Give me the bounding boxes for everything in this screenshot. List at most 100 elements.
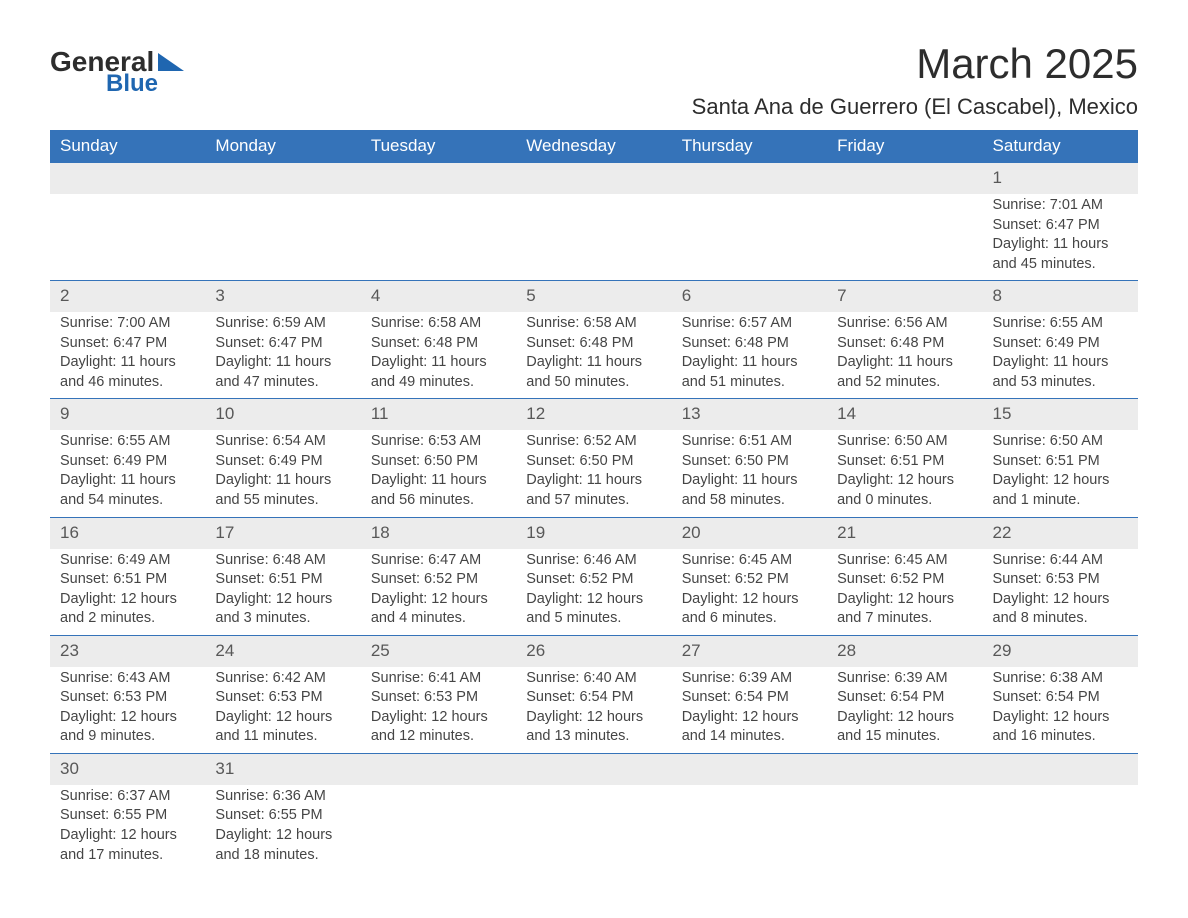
logo-triangle-icon: [158, 53, 184, 71]
day-data-cell: Sunrise: 6:42 AMSunset: 6:53 PMDaylight:…: [205, 667, 360, 754]
daylight1-text: Daylight: 11 hours: [682, 353, 817, 373]
day-number-cell: 20: [672, 517, 827, 548]
sunset-text: Sunset: 6:47 PM: [215, 334, 350, 354]
weekday-header: Wednesday: [516, 130, 671, 163]
day-number-cell: 23: [50, 635, 205, 666]
sunrise-text: Sunrise: 6:59 AM: [215, 314, 350, 334]
sunrise-text: Sunrise: 6:38 AM: [993, 669, 1128, 689]
daylight1-text: Daylight: 12 hours: [215, 708, 350, 728]
day-data-cell: Sunrise: 6:57 AMSunset: 6:48 PMDaylight:…: [672, 312, 827, 399]
sunrise-text: Sunrise: 6:52 AM: [526, 432, 661, 452]
sunrise-text: Sunrise: 6:40 AM: [526, 669, 661, 689]
daylight1-text: Daylight: 12 hours: [526, 708, 661, 728]
sunrise-text: Sunrise: 6:44 AM: [993, 551, 1128, 571]
sunrise-text: Sunrise: 6:45 AM: [682, 551, 817, 571]
sunrise-text: Sunrise: 6:47 AM: [371, 551, 506, 571]
day-data-cell: [516, 194, 671, 281]
day-number-cell: 6: [672, 281, 827, 312]
sunset-text: Sunset: 6:55 PM: [60, 806, 195, 826]
sunset-text: Sunset: 6:48 PM: [526, 334, 661, 354]
day-number-cell: 19: [516, 517, 671, 548]
weekday-header: Saturday: [983, 130, 1138, 163]
sunrise-text: Sunrise: 6:54 AM: [215, 432, 350, 452]
location-subtitle: Santa Ana de Guerrero (El Cascabel), Mex…: [692, 94, 1138, 120]
sunrise-text: Sunrise: 6:43 AM: [60, 669, 195, 689]
day-number-cell: 31: [205, 753, 360, 784]
weekday-header: Monday: [205, 130, 360, 163]
sunrise-text: Sunrise: 6:51 AM: [682, 432, 817, 452]
weekday-header-row: Sunday Monday Tuesday Wednesday Thursday…: [50, 130, 1138, 163]
day-data-cell: [983, 785, 1138, 871]
day-number-cell: 17: [205, 517, 360, 548]
daylight1-text: Daylight: 12 hours: [371, 590, 506, 610]
daynum-row: 2345678: [50, 281, 1138, 312]
day-data-cell: Sunrise: 6:51 AMSunset: 6:50 PMDaylight:…: [672, 430, 827, 517]
day-data-cell: [516, 785, 671, 871]
sunrise-text: Sunrise: 6:36 AM: [215, 787, 350, 807]
sunset-text: Sunset: 6:52 PM: [526, 570, 661, 590]
sunrise-text: Sunrise: 6:45 AM: [837, 551, 972, 571]
day-number-cell: 10: [205, 399, 360, 430]
sunset-text: Sunset: 6:48 PM: [837, 334, 972, 354]
daylight1-text: Daylight: 12 hours: [60, 826, 195, 846]
day-data-cell: Sunrise: 6:55 AMSunset: 6:49 PMDaylight:…: [50, 430, 205, 517]
daylight2-text: and 2 minutes.: [60, 609, 195, 629]
day-number-cell: 13: [672, 399, 827, 430]
sunrise-text: Sunrise: 6:48 AM: [215, 551, 350, 571]
day-number-cell: 5: [516, 281, 671, 312]
daylight1-text: Daylight: 12 hours: [837, 471, 972, 491]
daylight1-text: Daylight: 11 hours: [682, 471, 817, 491]
day-number-cell: [827, 753, 982, 784]
sunrise-text: Sunrise: 6:55 AM: [993, 314, 1128, 334]
day-number-cell: 26: [516, 635, 671, 666]
day-data-cell: Sunrise: 6:47 AMSunset: 6:52 PMDaylight:…: [361, 549, 516, 636]
day-data-cell: [50, 194, 205, 281]
daylight1-text: Daylight: 12 hours: [526, 590, 661, 610]
daylight2-text: and 11 minutes.: [215, 727, 350, 747]
daylight2-text: and 1 minute.: [993, 491, 1128, 511]
day-data-cell: Sunrise: 6:39 AMSunset: 6:54 PMDaylight:…: [672, 667, 827, 754]
sunset-text: Sunset: 6:52 PM: [682, 570, 817, 590]
day-data-cell: Sunrise: 7:01 AMSunset: 6:47 PMDaylight:…: [983, 194, 1138, 281]
daylight2-text: and 54 minutes.: [60, 491, 195, 511]
sunrise-text: Sunrise: 6:55 AM: [60, 432, 195, 452]
daynum-row: 9101112131415: [50, 399, 1138, 430]
day-number-cell: 3: [205, 281, 360, 312]
daylight2-text: and 9 minutes.: [60, 727, 195, 747]
weekday-header: Tuesday: [361, 130, 516, 163]
sunset-text: Sunset: 6:48 PM: [682, 334, 817, 354]
title-block: March 2025 Santa Ana de Guerrero (El Cas…: [692, 40, 1138, 120]
daylight2-text: and 58 minutes.: [682, 491, 817, 511]
day-number-cell: 15: [983, 399, 1138, 430]
data-row: Sunrise: 6:49 AMSunset: 6:51 PMDaylight:…: [50, 549, 1138, 636]
daylight2-text: and 3 minutes.: [215, 609, 350, 629]
daylight1-text: Daylight: 12 hours: [993, 590, 1128, 610]
data-row: Sunrise: 6:37 AMSunset: 6:55 PMDaylight:…: [50, 785, 1138, 871]
daylight2-text: and 15 minutes.: [837, 727, 972, 747]
daylight2-text: and 51 minutes.: [682, 373, 817, 393]
daylight2-text: and 12 minutes.: [371, 727, 506, 747]
sunset-text: Sunset: 6:54 PM: [682, 688, 817, 708]
daylight1-text: Daylight: 12 hours: [215, 590, 350, 610]
daylight2-text: and 18 minutes.: [215, 846, 350, 866]
day-data-cell: Sunrise: 6:43 AMSunset: 6:53 PMDaylight:…: [50, 667, 205, 754]
day-number-cell: [516, 753, 671, 784]
day-number-cell: [516, 163, 671, 194]
day-data-cell: Sunrise: 6:36 AMSunset: 6:55 PMDaylight:…: [205, 785, 360, 871]
sunset-text: Sunset: 6:49 PM: [215, 452, 350, 472]
daylight1-text: Daylight: 12 hours: [60, 590, 195, 610]
daylight1-text: Daylight: 12 hours: [837, 590, 972, 610]
sunrise-text: Sunrise: 7:00 AM: [60, 314, 195, 334]
daylight2-text: and 52 minutes.: [837, 373, 972, 393]
daynum-row: 3031: [50, 753, 1138, 784]
sunrise-text: Sunrise: 6:58 AM: [371, 314, 506, 334]
day-data-cell: Sunrise: 6:45 AMSunset: 6:52 PMDaylight:…: [672, 549, 827, 636]
day-number-cell: [361, 163, 516, 194]
sunrise-text: Sunrise: 6:49 AM: [60, 551, 195, 571]
day-data-cell: [361, 194, 516, 281]
day-number-cell: 18: [361, 517, 516, 548]
daylight1-text: Daylight: 12 hours: [993, 471, 1128, 491]
daylight2-text: and 56 minutes.: [371, 491, 506, 511]
daylight2-text: and 5 minutes.: [526, 609, 661, 629]
daylight1-text: Daylight: 12 hours: [837, 708, 972, 728]
